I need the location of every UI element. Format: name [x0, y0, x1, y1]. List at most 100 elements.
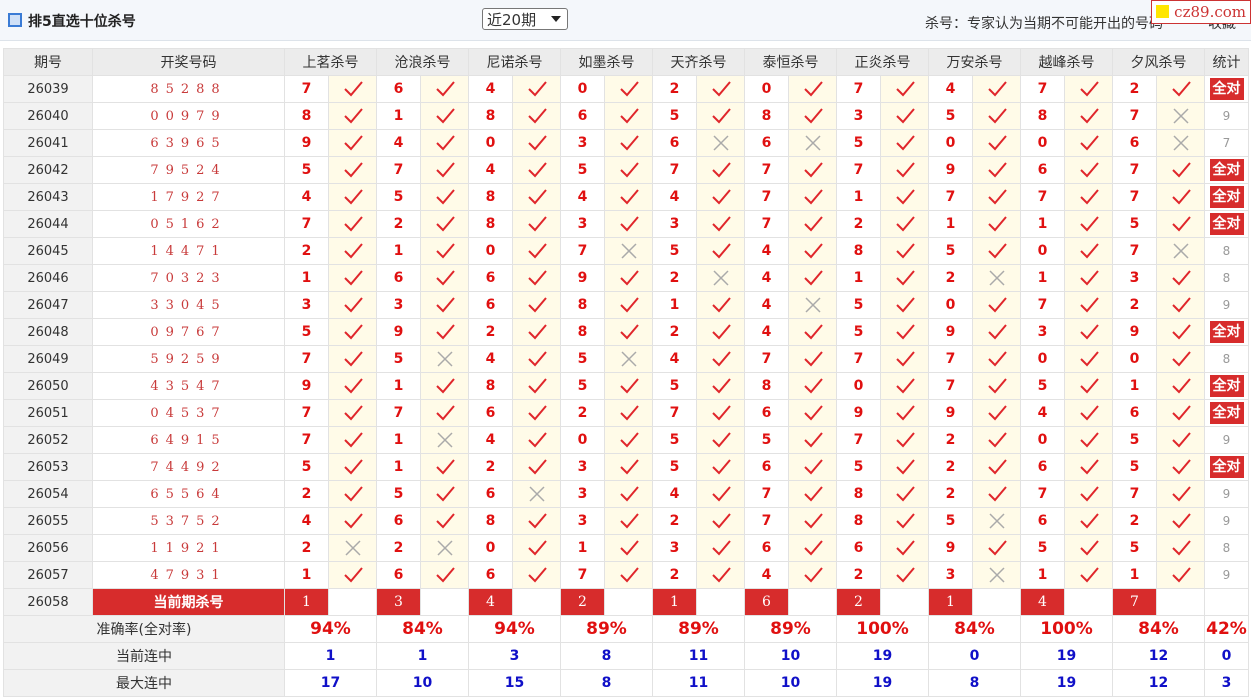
check-icon — [527, 297, 547, 313]
summary-label: 最大连中 — [3, 669, 285, 697]
blank — [972, 588, 1021, 616]
hit-mark — [788, 453, 837, 481]
check-icon — [895, 243, 915, 259]
stat: 7 — [1204, 129, 1249, 157]
summary-value: 84% — [376, 615, 469, 643]
cross-icon — [712, 270, 729, 286]
hit-mark — [1064, 345, 1113, 373]
issue: 26039 — [3, 75, 93, 103]
full-badge: 全对 — [1209, 321, 1244, 343]
current-kill: 6 — [744, 588, 789, 616]
kill-number: 7 — [284, 426, 329, 454]
hit-mark — [420, 291, 469, 319]
hit-mark — [512, 156, 561, 184]
kill-number: 2 — [652, 75, 697, 103]
hit-mark — [696, 345, 745, 373]
hit-mark — [696, 183, 745, 211]
check-icon — [987, 324, 1007, 340]
summary-label: 当前连中 — [3, 642, 285, 670]
summary-value: 11 — [652, 642, 745, 670]
check-icon — [803, 189, 823, 205]
hit-mark — [328, 372, 377, 400]
kill-number: 7 — [836, 345, 881, 373]
kill-number: 3 — [836, 102, 881, 130]
check-icon — [803, 459, 823, 475]
data-row: 26047 33045 3 3 6 8 1 4 5 0 7 2 9 — [3, 291, 1249, 319]
kill-number: 0 — [1020, 237, 1065, 265]
kill-number: 2 — [652, 264, 697, 292]
blank — [788, 588, 837, 616]
check-icon — [619, 513, 639, 529]
kill-number: 5 — [376, 345, 421, 373]
hit-mark — [880, 129, 929, 157]
summary-value: 8 — [560, 642, 653, 670]
column-header: 越峰杀号 — [1020, 48, 1113, 76]
hit-mark — [972, 507, 1021, 535]
check-icon — [343, 108, 363, 124]
hit-mark — [788, 102, 837, 130]
kill-number: 0 — [1020, 426, 1065, 454]
blank — [880, 588, 929, 616]
check-icon — [711, 351, 731, 367]
kill-number: 4 — [468, 156, 513, 184]
summary-label: 准确率(全对率) — [3, 615, 285, 643]
hit-mark — [1156, 264, 1205, 292]
kill-number: 1 — [376, 237, 421, 265]
stat: 全对 — [1204, 372, 1249, 400]
hit-mark — [1156, 102, 1205, 130]
check-icon — [895, 297, 915, 313]
draw-number: 17927 — [92, 183, 285, 211]
check-icon — [1171, 216, 1191, 232]
check-icon — [1171, 567, 1191, 583]
kill-number: 7 — [1020, 75, 1065, 103]
hit-mark — [788, 264, 837, 292]
stat: 全对 — [1204, 75, 1249, 103]
stat: 9 — [1204, 507, 1249, 535]
hit-mark — [696, 480, 745, 508]
kill-number: 7 — [744, 156, 789, 184]
hit-mark — [880, 507, 929, 535]
check-icon — [803, 243, 823, 259]
summary-value: 94% — [284, 615, 377, 643]
kill-number: 7 — [1020, 183, 1065, 211]
kill-number: 6 — [468, 480, 513, 508]
issue: 26057 — [3, 561, 93, 589]
hit-mark — [788, 291, 837, 319]
hit-mark — [512, 318, 561, 346]
kill-number: 0 — [560, 75, 605, 103]
hit-mark — [420, 372, 469, 400]
check-icon — [1079, 162, 1099, 178]
blank — [1064, 588, 1113, 616]
cross-icon — [988, 567, 1005, 583]
hit-mark — [788, 480, 837, 508]
kill-number: 4 — [652, 345, 697, 373]
cross-icon — [988, 270, 1005, 286]
check-icon — [435, 459, 455, 475]
hit-mark — [328, 561, 377, 589]
hit-mark — [604, 210, 653, 238]
kill-number: 5 — [652, 426, 697, 454]
kill-number: 8 — [468, 210, 513, 238]
hit-mark — [972, 534, 1021, 562]
hit-mark — [1064, 264, 1113, 292]
full-badge: 全对 — [1209, 456, 1244, 478]
kill-number: 1 — [652, 291, 697, 319]
check-icon — [527, 135, 547, 151]
hit-mark — [1156, 156, 1205, 184]
hit-mark — [788, 345, 837, 373]
hit-mark — [972, 345, 1021, 373]
kill-number: 0 — [560, 426, 605, 454]
stat: 8 — [1204, 534, 1249, 562]
check-icon — [803, 405, 823, 421]
issue: 26048 — [3, 318, 93, 346]
hit-mark — [1156, 399, 1205, 427]
column-header: 尼诺杀号 — [468, 48, 561, 76]
hit-mark — [328, 534, 377, 562]
check-icon — [895, 81, 915, 97]
kill-number: 4 — [468, 426, 513, 454]
current-row: 26058 当前期杀号 1 3 4 2 1 6 2 1 4 7 — [3, 588, 1249, 616]
hit-mark — [604, 399, 653, 427]
column-header: 沧浪杀号 — [376, 48, 469, 76]
hit-mark — [696, 210, 745, 238]
period-select[interactable]: 近20期 — [482, 8, 568, 30]
